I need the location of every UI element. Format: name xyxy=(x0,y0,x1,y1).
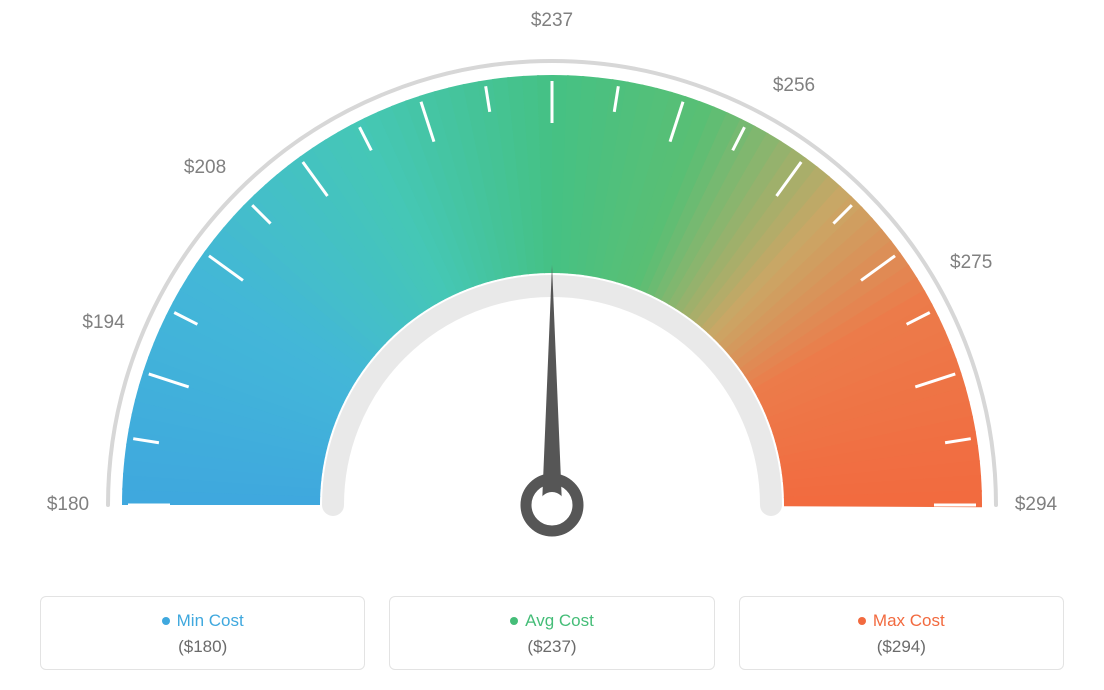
gauge-tick-label: $180 xyxy=(47,494,89,516)
legend-avg-label: Avg Cost xyxy=(525,611,594,630)
legend-avg-dot-icon xyxy=(510,617,518,625)
legend-card-max: Max Cost ($294) xyxy=(739,596,1064,670)
gauge-tick-label: $194 xyxy=(82,312,124,334)
gauge-tick-label: $256 xyxy=(773,75,815,97)
gauge-area: $180 $194 $208 $237 $256 $275 $294 xyxy=(0,0,1104,560)
legend-max-dot-icon xyxy=(858,617,866,625)
cost-gauge-chart: $180 $194 $208 $237 $256 $275 $294 Min Cost ($… xyxy=(0,0,1104,690)
legend-card-avg: Avg Cost ($237) xyxy=(389,596,714,670)
legend-card-min: Min Cost ($180) xyxy=(40,596,365,670)
gauge-svg xyxy=(0,0,1104,560)
legend-min-value: ($180) xyxy=(51,637,354,657)
gauge-tick-label: $294 xyxy=(1015,494,1057,516)
legend-avg-value: ($237) xyxy=(400,637,703,657)
legend-min-title: Min Cost xyxy=(51,611,354,631)
legend-max-label: Max Cost xyxy=(873,611,945,630)
gauge-tick-label: $275 xyxy=(950,252,992,274)
gauge-tick-label: $208 xyxy=(184,157,226,179)
gauge-tick-label: $237 xyxy=(531,10,573,32)
legend-min-label: Min Cost xyxy=(177,611,244,630)
legend-max-title: Max Cost xyxy=(750,611,1053,631)
legend-min-dot-icon xyxy=(162,617,170,625)
legend-row: Min Cost ($180) Avg Cost ($237) Max Cost… xyxy=(40,596,1064,670)
legend-max-value: ($294) xyxy=(750,637,1053,657)
legend-avg-title: Avg Cost xyxy=(400,611,703,631)
